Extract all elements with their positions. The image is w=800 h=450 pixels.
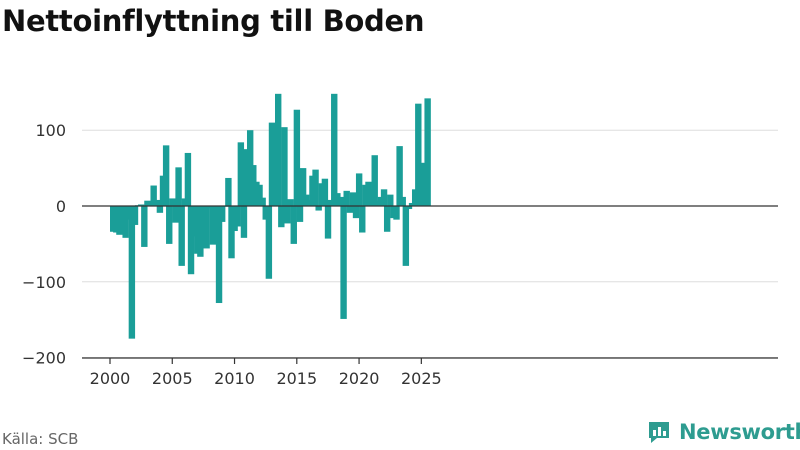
bar [321,178,329,206]
x-tick-label: 2015 [276,369,317,388]
bar [259,197,266,206]
bar [399,196,406,206]
bar [265,206,273,279]
y-tick-label: 100 [35,121,66,140]
bar [175,167,182,206]
bar [256,184,263,206]
bar [383,206,391,232]
bar [228,206,235,259]
bar [355,173,363,206]
bar [218,206,226,222]
bar [402,206,410,266]
bar [187,206,195,275]
bar [352,206,360,219]
bar [359,206,366,233]
bar [415,103,422,206]
bar [331,93,338,206]
bar [287,199,294,206]
bar [184,152,192,206]
bar [281,127,288,206]
bar [225,177,232,206]
bar [299,168,307,206]
brand-logo: Newsworthy [646,419,800,445]
bar [166,206,173,244]
bar [371,155,378,206]
bar [240,206,248,238]
chart-title: Nettoinflyttning till Boden [2,4,425,38]
bar [162,145,170,206]
x-tick-label: 2005 [152,369,193,388]
x-tick-label: 2010 [214,369,255,388]
bar [393,206,400,220]
brand-name: Newsworthy [679,420,800,444]
bar [405,206,413,210]
bar [156,206,164,213]
bar [237,142,245,206]
y-axis-labels: −200 −100 0 100 [22,121,66,367]
bar [169,198,176,206]
y-tick-label: −100 [22,273,66,292]
bar [312,169,319,206]
bar [131,206,139,225]
bar [278,206,285,228]
x-tick-label: 2020 [339,369,380,388]
bar [144,200,151,206]
x-axis-ticks: 2000 2005 2010 2015 2020 2025 [90,358,442,388]
newsworthy-logo-icon [649,422,669,443]
bar [203,206,210,249]
x-tick-label: 2000 [90,369,131,388]
y-tick-label: 0 [56,197,66,216]
bar [315,206,322,211]
y-tick-label: −200 [22,349,66,368]
bar [172,206,179,223]
bar [380,189,388,206]
bar [387,194,394,206]
bar [153,199,160,206]
source-note: Källa: SCB [2,430,79,448]
bar [122,206,129,238]
bar [284,206,291,224]
bar [346,206,354,213]
bar [275,93,282,206]
bar [234,206,241,227]
x-tick-label: 2025 [401,369,442,388]
bar [293,109,301,206]
bar [128,206,136,339]
bar [337,196,344,206]
bar [178,206,185,266]
bar [343,190,350,206]
bar [340,206,347,319]
bar [324,206,332,239]
bar [290,206,297,244]
bar [150,185,157,206]
bar [424,98,431,206]
bar [215,206,223,304]
bar [349,192,357,206]
bar [138,204,145,206]
bar [296,206,304,222]
bar [209,206,217,245]
bar [396,146,403,206]
bar [141,206,148,247]
bar-series [110,93,431,339]
bar [197,206,204,257]
